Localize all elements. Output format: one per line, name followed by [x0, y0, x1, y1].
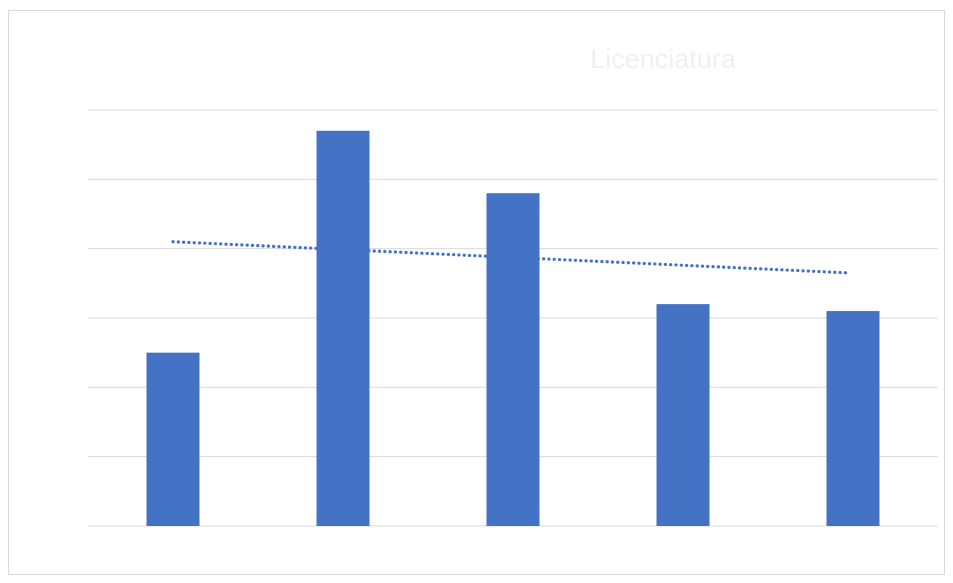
trendline-series — [171, 240, 851, 275]
bar-4 — [656, 304, 710, 526]
bar-2 — [316, 130, 370, 527]
bar-5 — [826, 311, 880, 526]
bar-1 — [146, 352, 200, 526]
bar-3 — [486, 193, 540, 526]
chart-title: Licenciatura — [590, 44, 737, 74]
trendline — [171, 240, 851, 275]
bars — [146, 130, 880, 527]
